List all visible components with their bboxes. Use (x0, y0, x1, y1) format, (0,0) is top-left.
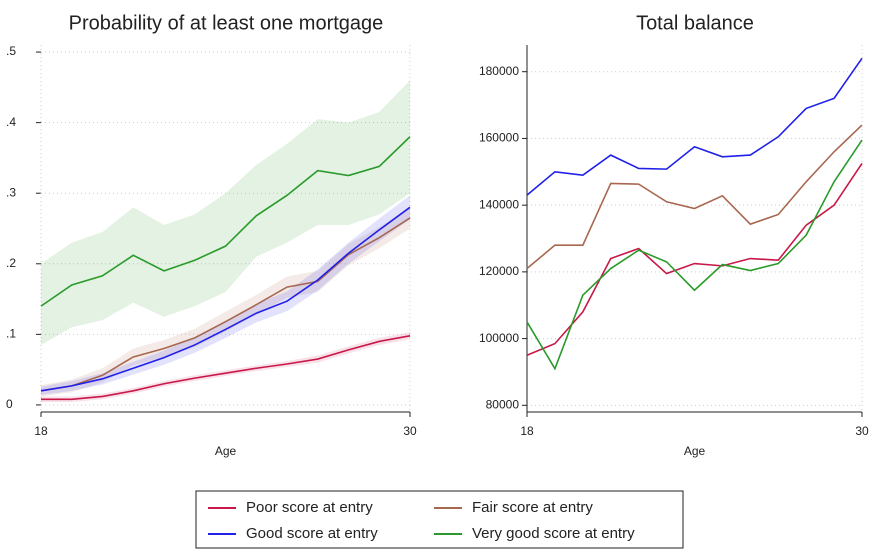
legend-label: Very good score at entry (472, 525, 635, 542)
legend-label: Good score at entry (246, 525, 378, 542)
line (40, 136, 411, 307)
x-axis-label: Age (215, 444, 237, 458)
x-tick-label: 18 (520, 424, 534, 438)
y-tick-label: 160000 (479, 131, 519, 145)
x-tick-label: 30 (403, 424, 417, 438)
chart-title: Total balance (636, 12, 754, 34)
y-tick-label: 120000 (479, 264, 519, 278)
y-tick-label: 80000 (486, 397, 520, 411)
confidence-band (41, 80, 410, 345)
y-tick-label: 100000 (479, 331, 519, 345)
line (40, 217, 411, 392)
legend-box (195, 490, 684, 549)
y-tick-label: 140000 (479, 197, 519, 211)
y-tick-label: .3 (6, 185, 16, 199)
y-tick-label: .4 (6, 115, 16, 129)
line (40, 206, 411, 392)
y-tick-label: .1 (6, 327, 16, 341)
line (41, 334, 411, 401)
y-tick-label: 0 (6, 397, 13, 411)
x-tick-label: 30 (855, 424, 869, 438)
legend-label: Poor score at entry (246, 499, 373, 516)
y-tick-label: .5 (6, 44, 16, 58)
x-axis-label: Age (684, 444, 706, 458)
confidence-band (41, 332, 410, 403)
confidence-band (41, 207, 410, 397)
chart-title: Probability of at least one mortgage (69, 12, 384, 34)
legend-label: Fair score at entry (472, 499, 593, 516)
y-tick-label: .2 (6, 256, 16, 270)
y-tick-label: 180000 (479, 64, 519, 78)
line (526, 124, 863, 270)
line (526, 139, 863, 371)
line (526, 162, 863, 357)
x-tick-label: 18 (34, 424, 48, 438)
line (526, 57, 863, 196)
